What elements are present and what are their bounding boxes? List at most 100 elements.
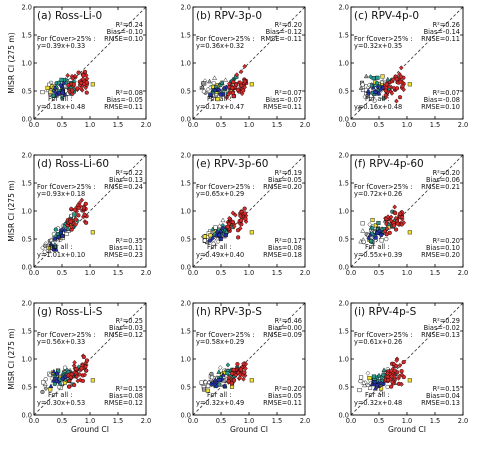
- stats-all-bias: Bias=-0.08: [424, 96, 460, 104]
- data-point-mid: [225, 371, 230, 376]
- data-point-high: [230, 219, 235, 224]
- data-point-high: [73, 222, 78, 228]
- data-point-high: [71, 82, 77, 87]
- data-point-high: [384, 82, 389, 87]
- data-point-low: [360, 221, 365, 226]
- scatter-panel-2: 0.0 0.5 1.0 1.5 2.0 0.0 0.5 1.0 1.5 2.0 (c) RPV-4p…: [339, 3, 469, 129]
- stats-high-equation: y=0.72x+0.26: [354, 190, 402, 198]
- x-tick-label: 1.0: [85, 121, 96, 129]
- x-tick-label: 0.5: [374, 121, 385, 129]
- one-to-one-line: [350, 6, 464, 120]
- stats-high-rmse: RMSE=0.10: [104, 35, 143, 43]
- data-point-high: [383, 92, 388, 98]
- data-point-low: [363, 73, 369, 79]
- data-point-high: [78, 85, 84, 91]
- data-point-blue: [52, 236, 57, 241]
- data-point-blue: [52, 89, 58, 95]
- data-point-mid: [369, 239, 374, 244]
- x-tick-label: 0.0: [188, 121, 199, 129]
- data-point-blue: [56, 235, 61, 240]
- data-point-blue: [220, 372, 226, 377]
- data-point-low: [365, 382, 371, 387]
- x-tick-label: 2.0: [141, 121, 152, 129]
- data-point-blue: [370, 85, 376, 90]
- data-point-high: [397, 211, 403, 216]
- data-point-blue: [378, 380, 384, 386]
- data-point-low: [207, 78, 212, 84]
- data-point-high: [391, 223, 397, 228]
- data-point-low: [43, 377, 48, 382]
- data-point-high: [392, 204, 397, 210]
- stats-high-bias: Bias=0.00: [268, 324, 302, 332]
- data-point-low: [202, 387, 207, 392]
- y-tick-label: 0.5: [181, 87, 192, 95]
- data-point-blue: [58, 82, 63, 88]
- x-tick-label: 0.5: [216, 417, 227, 425]
- data-point-low: [217, 365, 223, 371]
- y-tick-label: 0.0: [22, 411, 33, 419]
- data-point-low: [367, 222, 372, 228]
- stats-all-r2: R²=0.07: [275, 89, 302, 97]
- data-point-outlier: [407, 378, 412, 383]
- stats-all-bias: Bias=-0.07: [266, 96, 302, 104]
- data-point-mid: [371, 374, 376, 379]
- stats-high-bias: Bias=-0.10: [107, 28, 143, 36]
- data-point-high: [82, 212, 87, 217]
- y-tick-label: 1.0: [22, 59, 33, 67]
- stats-all-bias: Bias=0.11: [109, 244, 143, 252]
- data-point-blue: [50, 377, 56, 383]
- data-point-high: [241, 376, 246, 382]
- x-tick-label: 0.5: [374, 417, 385, 425]
- stats-high-rmse: RMSE=0.13: [421, 331, 460, 339]
- data-point-blue: [373, 235, 378, 240]
- panel-title: (h) RPV-3p-S: [196, 306, 262, 318]
- data-point-blue: [60, 234, 65, 239]
- data-point-low: [206, 383, 211, 388]
- data-point-high: [231, 79, 236, 85]
- x-tick-label: 1.0: [402, 417, 413, 425]
- data-point-high: [398, 74, 403, 79]
- x-tick-label: 0.0: [29, 121, 40, 129]
- data-point-blue: [212, 87, 218, 93]
- stats-all-equation: y=0.30x+0.53: [37, 399, 85, 407]
- one-to-one-line: [192, 302, 306, 416]
- one-to-one-line: [33, 6, 147, 120]
- data-point-blue: [59, 227, 65, 233]
- x-tick-label: 1.5: [272, 121, 283, 129]
- stats-high-r2: R²=0.26: [433, 21, 460, 29]
- data-point-high: [72, 359, 77, 365]
- stats-all-header: For all :: [48, 243, 72, 251]
- x-tick-label: 1.5: [430, 417, 441, 425]
- data-point-low: [40, 389, 45, 395]
- y-tick-label: 2.0: [22, 3, 33, 11]
- data-point-blue: [377, 228, 382, 234]
- x-tick-label: 1.5: [272, 269, 283, 277]
- data-point-high: [397, 95, 403, 100]
- stats-all-bias: Bias=-0.05: [107, 96, 143, 104]
- data-point-yellow: [45, 85, 50, 90]
- stats-all-equation: y=1.01x+0.10: [37, 251, 85, 259]
- data-point-high: [239, 83, 244, 89]
- data-point-yellow: [367, 376, 372, 381]
- stats-all-equation: y=0.55x+0.39: [354, 251, 402, 259]
- data-point-high: [72, 382, 77, 388]
- data-point-high: [84, 90, 89, 95]
- x-tick-label: 1.0: [402, 121, 413, 129]
- one-to-one-line: [192, 6, 306, 120]
- data-point-blue: [222, 383, 228, 388]
- y-tick-label: 0.0: [339, 411, 350, 419]
- data-point-low: [367, 82, 372, 88]
- data-point-low: [223, 77, 228, 82]
- data-point-high: [389, 384, 394, 389]
- data-point-high: [233, 212, 238, 218]
- data-point-blue: [48, 383, 54, 389]
- stats-high-header: For fCover>25% :: [196, 183, 255, 191]
- y-tick-label: 1.0: [339, 355, 350, 363]
- y-tick-label: 2.0: [181, 299, 192, 307]
- stats-all-r2: R²=0.15: [433, 385, 460, 393]
- stats-high-header: For fCover>25% :: [354, 183, 413, 191]
- data-point-high: [84, 358, 90, 363]
- data-point-low: [212, 75, 217, 80]
- data-point-low: [379, 238, 384, 243]
